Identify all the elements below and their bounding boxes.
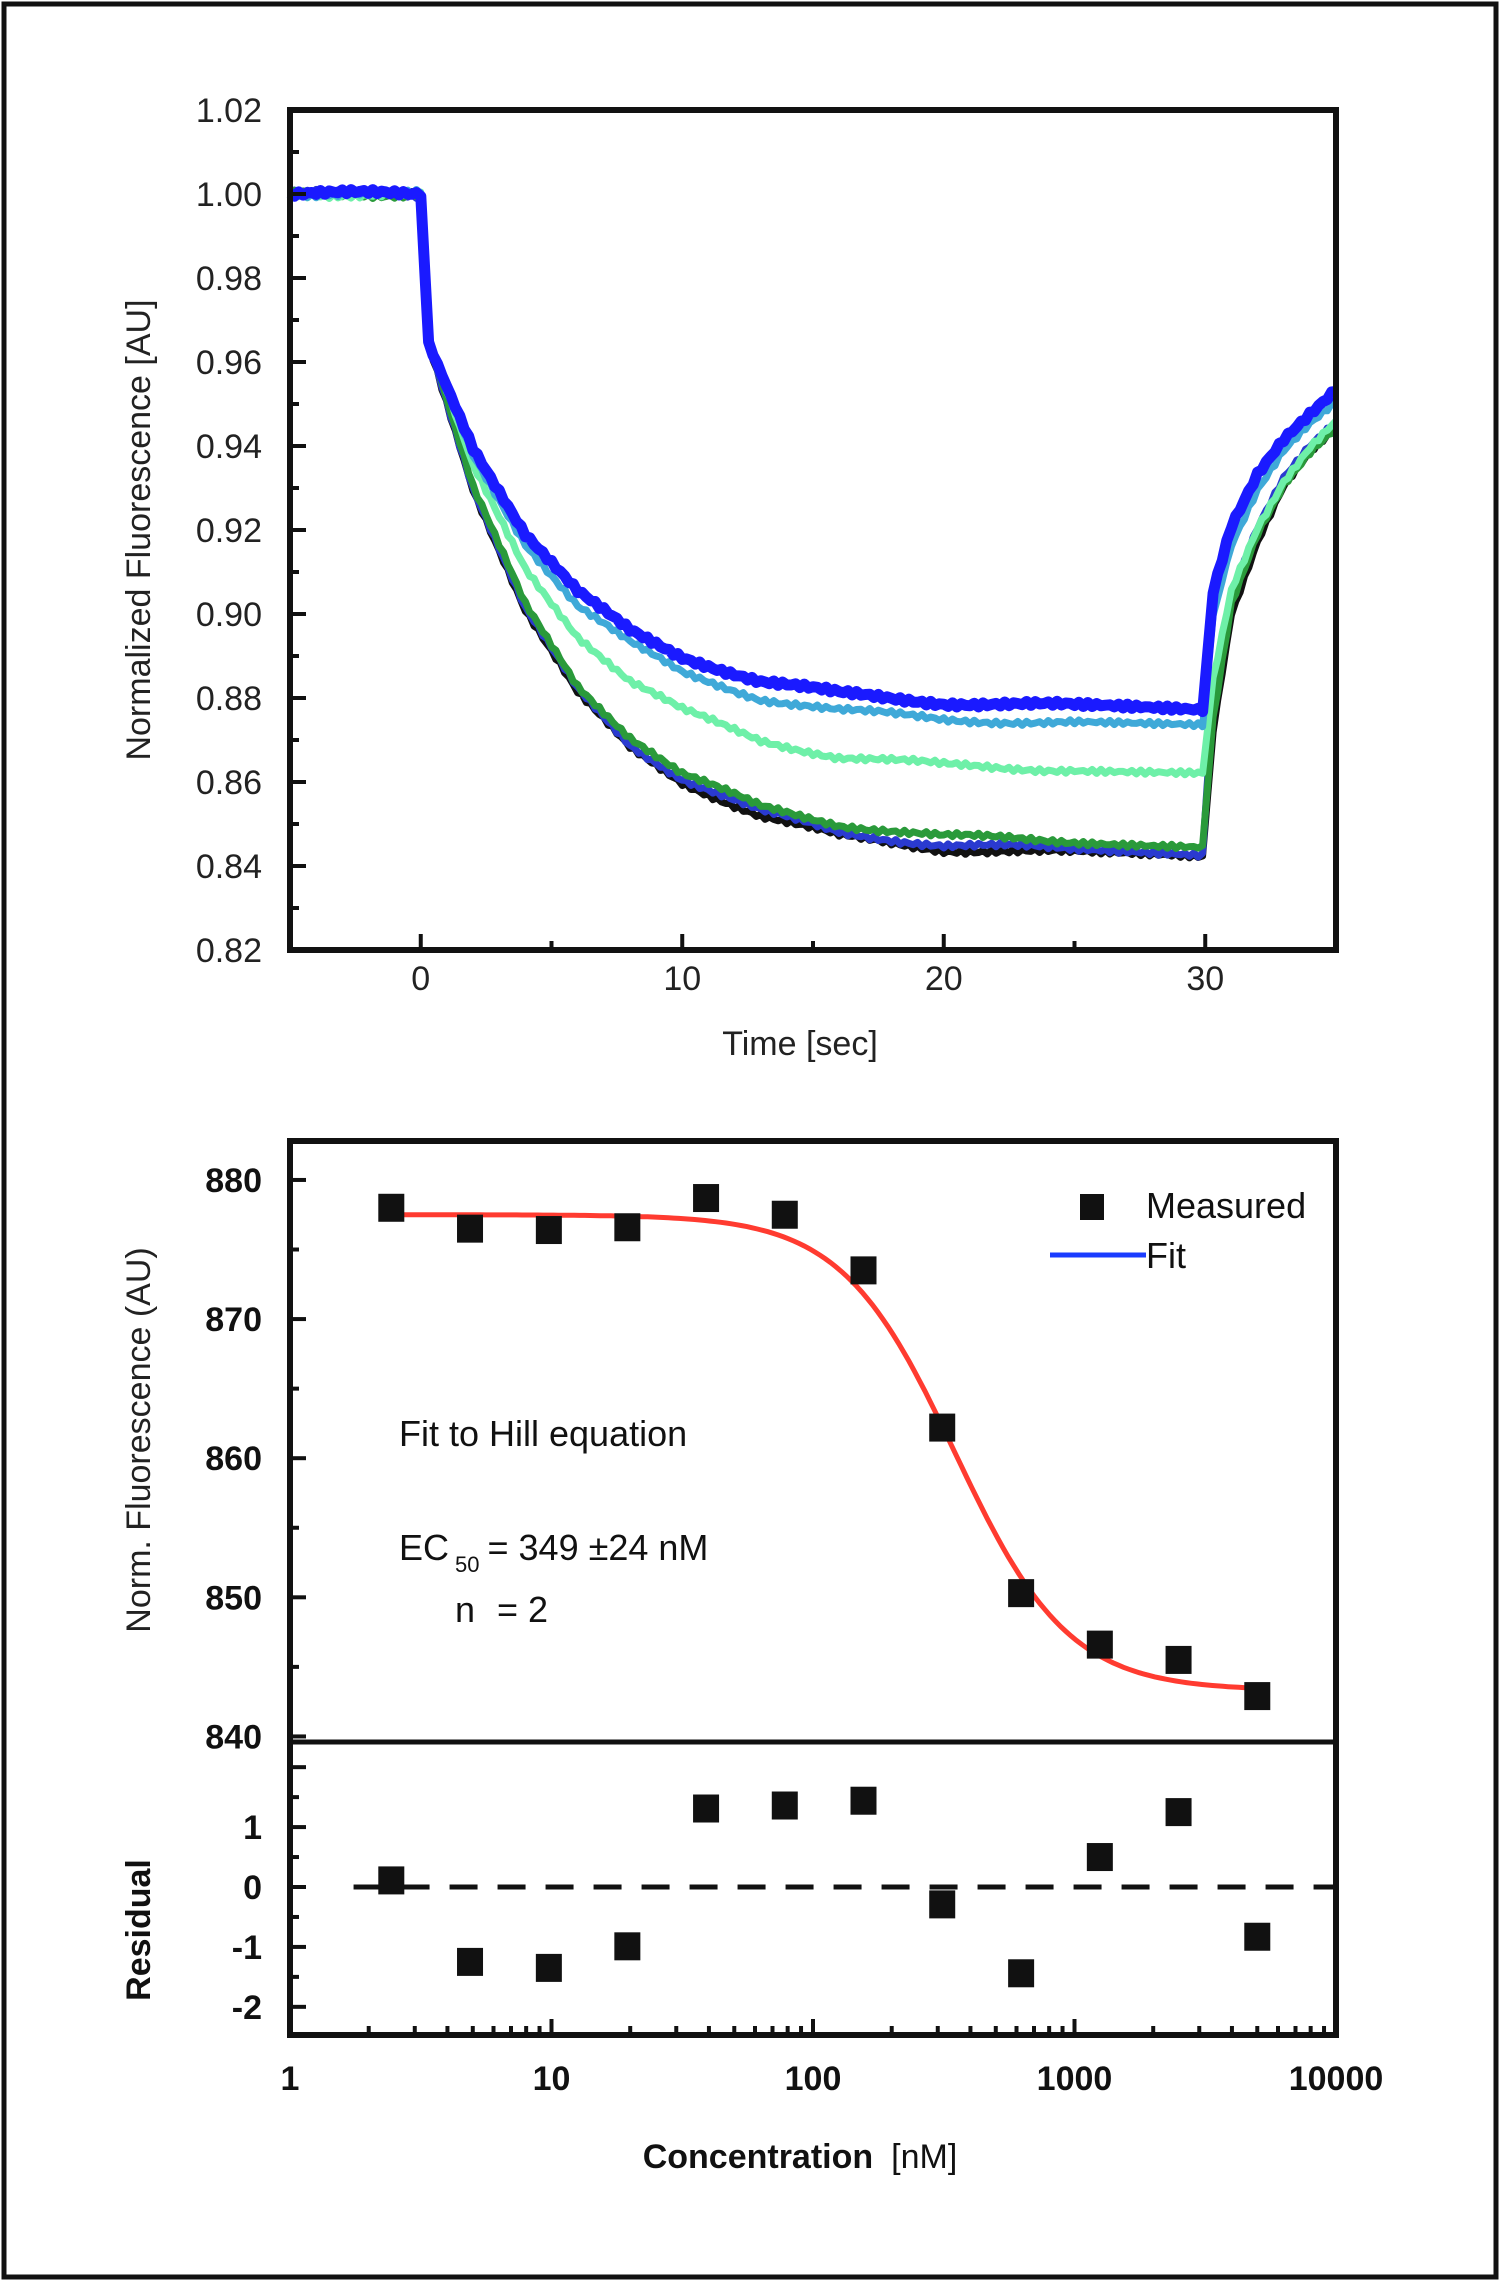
measured-point	[929, 1413, 956, 1442]
dose-response-y-tick-label: 870	[205, 1301, 262, 1339]
kinetics-y-tick-label: 0.84	[196, 848, 262, 886]
hill-fit-group	[391, 1212, 1255, 1691]
annotation-n: n = 2	[455, 1589, 548, 1630]
n-value: = 2	[497, 1589, 548, 1630]
hill-fit-curve	[391, 1212, 1255, 1691]
measured-points-group	[378, 1184, 1271, 1988]
dose-response-x-tick-label: 1000	[1037, 2060, 1113, 2098]
residual-y-tick-label: 0	[243, 1869, 262, 1907]
kinetics-y-tick-label: 0.94	[196, 428, 262, 466]
dose-response-x-axis-label: Concentration [nM]	[643, 2138, 958, 2176]
kinetics-y-tick-label: 0.96	[196, 344, 262, 382]
kinetics-y-tick-label: 0.86	[196, 764, 262, 802]
kinetics-x-axis-label: Time [sec]	[722, 1025, 878, 1063]
residual-y-tick-label: -2	[232, 1989, 262, 2027]
dose-response-y-tick-label: 850	[205, 1579, 262, 1617]
residual-point	[771, 1791, 798, 1820]
residual-point	[1165, 1798, 1192, 1827]
annotation-hill: Fit to Hill equation	[399, 1413, 687, 1454]
ec50-subscript: 50	[455, 1552, 479, 1577]
residual-y-tick-label: 1	[243, 1809, 262, 1847]
dose-response-x-tick-label: 100	[785, 2060, 842, 2098]
residual-y-axis-label: Residual	[120, 1859, 158, 2001]
measured-point	[850, 1256, 877, 1285]
dose-response-x-tick-label: 10000	[1289, 2060, 1384, 2098]
x-axis-label-text: Concentration	[643, 2138, 873, 2176]
kinetics-x-tick-label: 20	[925, 960, 963, 998]
residual-point	[929, 1890, 956, 1919]
kinetics-x-tick-label: 0	[411, 960, 430, 998]
measured-point	[614, 1213, 641, 1242]
kinetics-y-tick-label: 0.98	[196, 260, 262, 298]
residual-point	[1086, 1843, 1113, 1872]
legend-fit-label: Fit	[1146, 1235, 1186, 1276]
dose-response-x-tick-label: 10	[533, 2060, 571, 2098]
residual-point	[457, 1947, 484, 1976]
kinetics-x-tick-label: 30	[1186, 960, 1224, 998]
n-label: n	[455, 1589, 475, 1630]
kinetics-series-line	[287, 186, 1337, 731]
legend-measured-label: Measured	[1146, 1185, 1306, 1226]
measured-point	[1008, 1579, 1035, 1608]
residual-point	[378, 1866, 405, 1895]
dose-response-y-tick-label: 840	[205, 1718, 262, 1756]
measured-point	[457, 1214, 484, 1243]
x-axis-label-unit: [nM]	[891, 2138, 957, 2176]
kinetics-x-tick-label: 10	[663, 960, 701, 998]
kinetics-series-group	[286, 184, 1340, 862]
kinetics-y-tick-label: 0.82	[196, 932, 262, 970]
measured-point	[378, 1193, 405, 1222]
legend: Measured Fit	[1050, 1185, 1306, 1276]
measured-point	[771, 1200, 798, 1229]
dose-response-x-tick-label: 1	[281, 2060, 300, 2098]
residual-point	[850, 1786, 877, 1815]
residual-point	[693, 1794, 720, 1823]
residual-point	[1244, 1922, 1271, 1951]
residual-point	[1008, 1959, 1035, 1988]
measured-point	[1086, 1630, 1113, 1659]
dose-response-y-tick-label: 880	[205, 1162, 262, 1200]
residual-y-tick-label: -1	[232, 1929, 262, 1967]
kinetics-y-tick-label: 1.00	[196, 176, 262, 214]
residual-point	[535, 1953, 562, 1982]
legend-measured-marker	[1080, 1194, 1104, 1220]
kinetics-y-tick-label: 0.90	[196, 596, 262, 634]
measured-point	[1165, 1645, 1192, 1674]
residual-point	[614, 1932, 641, 1961]
measured-point	[535, 1216, 562, 1245]
kinetics-y-axis-label: Normalized Fluorescence [AU]	[120, 299, 158, 760]
kinetics-y-tick-label: 1.02	[196, 92, 262, 130]
kinetics-y-tick-label: 0.92	[196, 512, 262, 550]
dose-response-y-axis-label: Norm. Fluorescence (AU)	[120, 1247, 158, 1632]
kinetics-plot: 1.02 1.00 0.98 0.96 0.94 0.92 0.90 0.88 0.86 0.84…	[120, 92, 1340, 1063]
measured-point	[1244, 1682, 1271, 1711]
measured-point	[693, 1184, 720, 1213]
dose-response-y-tick-label: 860	[205, 1440, 262, 1478]
kinetics-ticks: 1.02 1.00 0.98 0.96 0.94 0.92 0.90 0.88 0.86 0.84…	[196, 92, 1224, 998]
annotation-ec50: EC 50 = 349 ±24 nM	[399, 1527, 708, 1577]
ec50-value: = 349 ±24 nM	[488, 1527, 709, 1568]
kinetics-y-tick-label: 0.88	[196, 680, 262, 718]
kinetics-series-line	[286, 184, 1338, 718]
ec50-prefix: EC	[399, 1527, 449, 1568]
kinetics-series-line	[288, 186, 1340, 852]
